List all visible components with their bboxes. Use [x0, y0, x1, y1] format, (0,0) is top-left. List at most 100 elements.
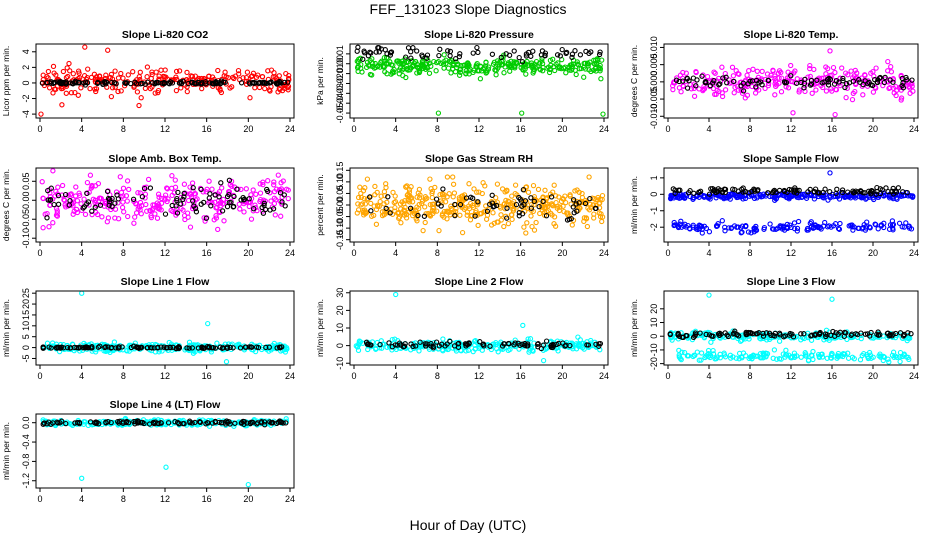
- x-tick-label: 24: [285, 494, 295, 504]
- data-point: [396, 58, 402, 64]
- data-point: [542, 53, 548, 59]
- data-point: [587, 195, 593, 202]
- data-point: [734, 332, 740, 338]
- data-point: [384, 71, 390, 77]
- data-point: [54, 419, 60, 425]
- x-tick-label: 12: [474, 248, 484, 258]
- data-point: [457, 51, 463, 57]
- data-point: [46, 344, 52, 350]
- data-point: [798, 331, 804, 337]
- data-point: [387, 50, 394, 56]
- data-point: [155, 345, 161, 351]
- data-points: [354, 174, 606, 236]
- data-point: [447, 53, 453, 59]
- x-tick-label: 4: [393, 371, 398, 381]
- data-point: [55, 184, 61, 190]
- data-point: [137, 344, 144, 351]
- x-tick-label: 20: [868, 124, 878, 134]
- data-point: [112, 215, 118, 221]
- data-point: [494, 181, 501, 187]
- x-tick-label: 12: [160, 124, 170, 134]
- data-point: [894, 354, 900, 361]
- data-point: [87, 419, 94, 425]
- data-point: [898, 95, 905, 101]
- data-point: [714, 223, 720, 230]
- data-point: [433, 68, 439, 74]
- data-point: [451, 190, 458, 196]
- data-point: [556, 340, 562, 347]
- data-point: [176, 80, 183, 86]
- data-point: [769, 226, 776, 232]
- data-point: [522, 342, 528, 348]
- data-point: [731, 223, 738, 229]
- data-point: [529, 223, 535, 230]
- data-point: [148, 213, 154, 219]
- data-point: [85, 66, 91, 72]
- data-point: [754, 68, 760, 74]
- data-point: [498, 217, 504, 223]
- data-point: [533, 219, 539, 226]
- data-point: [551, 221, 557, 227]
- data-point: [108, 419, 114, 426]
- y-tick-label: -0.02: [335, 73, 345, 94]
- data-point: [719, 64, 725, 70]
- data-point: [81, 196, 87, 202]
- y-tick-label: 4: [21, 49, 31, 54]
- data-point: [273, 186, 280, 192]
- data-point: [79, 290, 85, 296]
- data-point: [424, 52, 431, 58]
- data-point: [403, 215, 410, 221]
- data-point: [201, 215, 207, 221]
- data-point: [465, 60, 471, 67]
- data-point: [252, 85, 258, 91]
- data-point: [62, 191, 69, 198]
- data-point: [674, 75, 680, 81]
- data-point: [232, 420, 238, 426]
- data-point: [477, 63, 484, 69]
- data-point: [525, 189, 532, 195]
- x-tick-label: 20: [557, 371, 567, 381]
- data-point: [109, 195, 115, 202]
- data-point: [45, 187, 51, 194]
- data-point: [193, 209, 200, 215]
- data-point: [760, 330, 766, 337]
- data-point: [438, 198, 444, 204]
- data-point: [705, 350, 712, 357]
- data-point: [131, 220, 137, 226]
- data-point: [759, 68, 765, 75]
- data-point: [740, 196, 746, 202]
- data-points: [667, 292, 914, 365]
- data-point: [164, 344, 170, 351]
- data-point: [247, 420, 253, 426]
- data-point: [384, 199, 390, 205]
- data-point: [827, 194, 833, 201]
- data-point: [382, 192, 388, 199]
- data-point: [120, 199, 126, 205]
- data-point: [445, 65, 452, 71]
- data-point: [744, 92, 751, 98]
- data-point: [215, 67, 221, 74]
- data-point: [46, 85, 53, 91]
- data-point: [155, 89, 161, 96]
- data-point: [890, 185, 896, 192]
- data-point: [509, 216, 515, 223]
- data-point: [71, 208, 77, 214]
- data-point: [590, 67, 597, 73]
- data-point: [265, 188, 271, 195]
- data-point: [477, 339, 483, 345]
- data-point: [893, 87, 900, 94]
- data-point: [198, 186, 204, 193]
- data-point: [77, 192, 83, 199]
- data-point: [136, 74, 142, 80]
- data-point: [569, 54, 575, 61]
- data-point: [224, 344, 231, 350]
- data-point: [92, 86, 98, 92]
- data-point: [379, 58, 385, 64]
- data-points: [38, 44, 292, 117]
- x-tick-label: 4: [393, 124, 398, 134]
- data-point: [143, 201, 149, 208]
- data-point: [131, 198, 137, 205]
- data-point: [885, 356, 891, 362]
- data-point: [187, 418, 193, 424]
- data-point: [408, 341, 414, 347]
